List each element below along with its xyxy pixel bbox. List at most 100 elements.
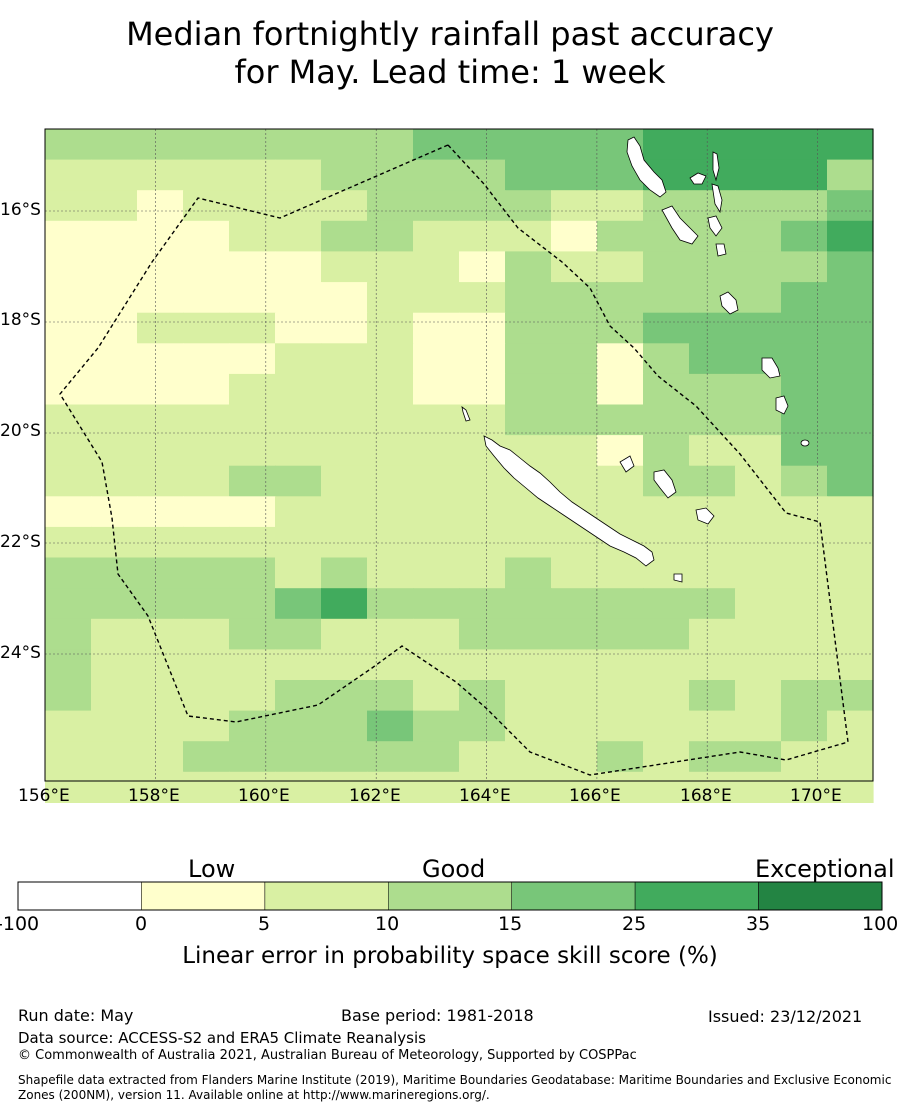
skill-cell bbox=[735, 771, 782, 803]
skill-cell bbox=[45, 496, 92, 528]
skill-cell bbox=[551, 159, 598, 191]
skill-cell bbox=[229, 649, 276, 681]
skill-cell bbox=[643, 312, 690, 344]
skill-cell bbox=[183, 129, 230, 161]
skill-cell bbox=[827, 741, 874, 773]
skill-cell bbox=[413, 771, 460, 803]
skill-cell bbox=[643, 680, 690, 712]
island bbox=[673, 573, 683, 583]
skill-cell bbox=[505, 159, 552, 191]
skill-cell bbox=[597, 373, 644, 406]
skill-cell bbox=[367, 159, 414, 191]
skill-cell bbox=[275, 741, 322, 773]
skill-cell bbox=[321, 710, 368, 742]
skill-cell bbox=[413, 526, 460, 559]
lon-label: 164°E bbox=[459, 786, 511, 806]
skill-cell bbox=[229, 312, 276, 344]
island bbox=[695, 507, 715, 525]
skill-cell bbox=[827, 129, 874, 161]
colorbar-frame bbox=[17, 881, 883, 911]
skill-cell bbox=[137, 220, 184, 252]
skill-cell bbox=[275, 435, 322, 467]
skill-cell bbox=[643, 496, 690, 528]
skill-cell bbox=[91, 588, 138, 620]
skill-cell bbox=[413, 588, 460, 620]
skill-cell bbox=[367, 435, 414, 467]
skill-cell bbox=[827, 771, 874, 803]
skill-cell bbox=[505, 190, 552, 222]
skill-cell bbox=[229, 741, 276, 773]
skill-cell bbox=[321, 741, 368, 773]
skill-cell bbox=[505, 312, 552, 344]
skill-cell bbox=[45, 220, 92, 252]
island bbox=[689, 172, 707, 185]
skill-cell bbox=[643, 282, 690, 314]
skill-cell bbox=[735, 251, 782, 283]
lon-label: 156°E bbox=[18, 786, 70, 806]
island bbox=[719, 291, 739, 315]
skill-cell bbox=[505, 404, 552, 436]
skill-cell bbox=[551, 588, 598, 620]
skill-cell bbox=[183, 404, 230, 436]
skill-cell bbox=[275, 404, 322, 436]
skill-cell bbox=[689, 190, 736, 222]
skill-cell bbox=[367, 618, 414, 650]
skill-cell bbox=[91, 312, 138, 344]
skill-cell bbox=[827, 435, 874, 467]
skill-cell bbox=[827, 312, 874, 344]
new-caledonia-island bbox=[483, 435, 655, 567]
skill-cell bbox=[597, 435, 644, 467]
skill-cell bbox=[827, 496, 874, 528]
skill-cell bbox=[137, 373, 184, 406]
skill-cell bbox=[505, 649, 552, 681]
skill-cell bbox=[321, 343, 368, 375]
skill-cell bbox=[689, 404, 736, 436]
skill-cell bbox=[459, 373, 506, 406]
skill-cell bbox=[689, 649, 736, 681]
skill-cell bbox=[45, 129, 92, 161]
skill-cell bbox=[137, 526, 184, 559]
skill-cell bbox=[45, 710, 92, 742]
skill-cell bbox=[643, 771, 690, 803]
skill-cell bbox=[735, 404, 782, 436]
skill-cell bbox=[229, 526, 276, 559]
skill-cell bbox=[91, 251, 138, 283]
skill-cell bbox=[275, 588, 322, 620]
skill-cell bbox=[183, 282, 230, 314]
skill-cell bbox=[413, 741, 460, 773]
skill-cell bbox=[551, 220, 598, 252]
skill-cell bbox=[551, 435, 598, 467]
colorbar-bin bbox=[264, 881, 389, 911]
map-title-line-1: Median fortnightly rainfall past accurac… bbox=[126, 15, 774, 53]
island bbox=[715, 243, 727, 257]
skill-cell bbox=[505, 557, 552, 589]
skill-cell bbox=[229, 496, 276, 528]
skill-cell bbox=[137, 771, 184, 803]
skill-cell bbox=[781, 465, 828, 497]
skill-cell bbox=[827, 282, 874, 314]
skill-cell bbox=[137, 680, 184, 712]
skill-cell bbox=[689, 312, 736, 344]
skill-cell bbox=[827, 588, 874, 620]
lat-label: 22°S bbox=[0, 532, 41, 552]
skill-cell bbox=[735, 220, 782, 252]
skill-cell bbox=[827, 649, 874, 681]
skill-cell bbox=[45, 312, 92, 344]
skill-cell bbox=[183, 710, 230, 742]
skill-cell bbox=[183, 220, 230, 252]
colorbar-tick: 5 bbox=[258, 913, 271, 935]
skill-cell bbox=[275, 465, 322, 497]
skill-cell bbox=[505, 710, 552, 742]
skill-cell bbox=[413, 282, 460, 314]
skill-cell bbox=[137, 343, 184, 375]
skill-cell bbox=[689, 771, 736, 803]
skill-cell bbox=[781, 251, 828, 283]
skill-cell bbox=[505, 680, 552, 712]
skill-cell bbox=[551, 343, 598, 375]
skill-cell bbox=[689, 618, 736, 650]
colorbar-word-low: Low bbox=[188, 855, 236, 883]
skill-cell bbox=[781, 710, 828, 742]
island bbox=[461, 406, 471, 422]
skill-cell bbox=[689, 526, 736, 559]
skill-cell bbox=[505, 771, 552, 803]
